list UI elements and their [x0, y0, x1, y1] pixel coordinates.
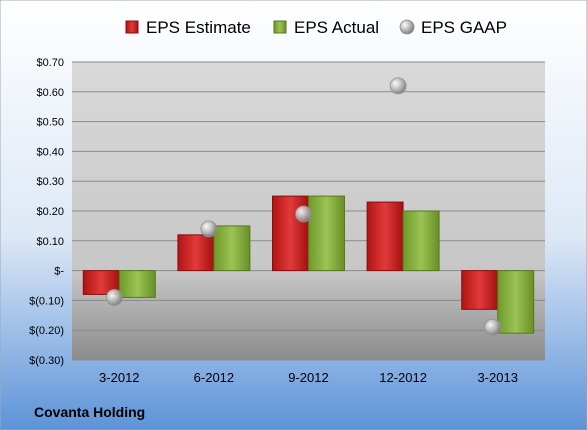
eps-gaap-point — [484, 318, 502, 336]
legend-estimate: EPS Estimate — [125, 18, 251, 37]
eps-estimate-bar — [366, 201, 404, 272]
y-tick-label: $0.10 — [36, 236, 64, 248]
y-tick-label: $(0.20) — [29, 325, 64, 337]
y-tick-label: $0.50 — [36, 117, 64, 129]
bars — [82, 195, 535, 334]
eps-actual-bar — [308, 195, 345, 272]
y-axis-ticks: $0.70 $0.60 $0.50 $0.40 $0.30 $0.20 $0.10 $- $(0… — [29, 57, 64, 367]
legend-estimate-swatch — [125, 20, 139, 34]
eps-gaap-point — [200, 220, 218, 238]
y-tick-label: $0.40 — [36, 146, 64, 158]
legend-actual-label: EPS Actual — [294, 18, 379, 37]
x-tick-label: 9-2012 — [288, 370, 328, 385]
y-tick-label: $(0.10) — [29, 295, 64, 307]
legend-actual-swatch — [273, 20, 287, 34]
eps-estimate-bar — [461, 270, 499, 310]
x-tick-label: 6-2012 — [194, 370, 234, 385]
x-tick-label: 3-2012 — [99, 370, 139, 385]
eps-actual-bar — [213, 225, 251, 272]
legend-estimate-label: EPS Estimate — [146, 18, 251, 37]
legend-gaap-label: EPS GAAP — [421, 18, 507, 37]
legend: EPS Estimate EPS Actual EPS GAAP — [125, 18, 507, 37]
y-tick-label: $- — [54, 266, 64, 278]
eps-actual-bar — [118, 270, 156, 298]
y-tick-label: $0.60 — [36, 87, 64, 99]
company-name: Covanta Holding — [34, 404, 145, 420]
legend-actual: EPS Actual — [273, 18, 379, 37]
y-tick-label: $(0.30) — [29, 355, 64, 367]
y-tick-label: $0.20 — [36, 206, 64, 218]
y-tick-label: $0.70 — [36, 57, 64, 69]
eps-gaap-point — [295, 205, 312, 223]
legend-gaap-swatch — [399, 19, 415, 35]
eps-gaap-point — [389, 77, 407, 95]
eps-actual-bar — [402, 210, 440, 272]
legend-gaap: EPS GAAP — [399, 18, 507, 37]
gaap-points — [105, 77, 502, 336]
eps-gaap-point — [105, 289, 123, 306]
x-tick-label: 12-2012 — [379, 370, 427, 385]
y-tick-label: $0.30 — [36, 176, 64, 188]
x-tick-label: 3-2013 — [477, 370, 517, 385]
eps-estimate-bar — [177, 234, 215, 272]
eps-actual-bar — [497, 270, 535, 334]
x-axis-ticks: 3-2012 6-2012 9-2012 12-2012 3-2013 — [99, 370, 518, 385]
